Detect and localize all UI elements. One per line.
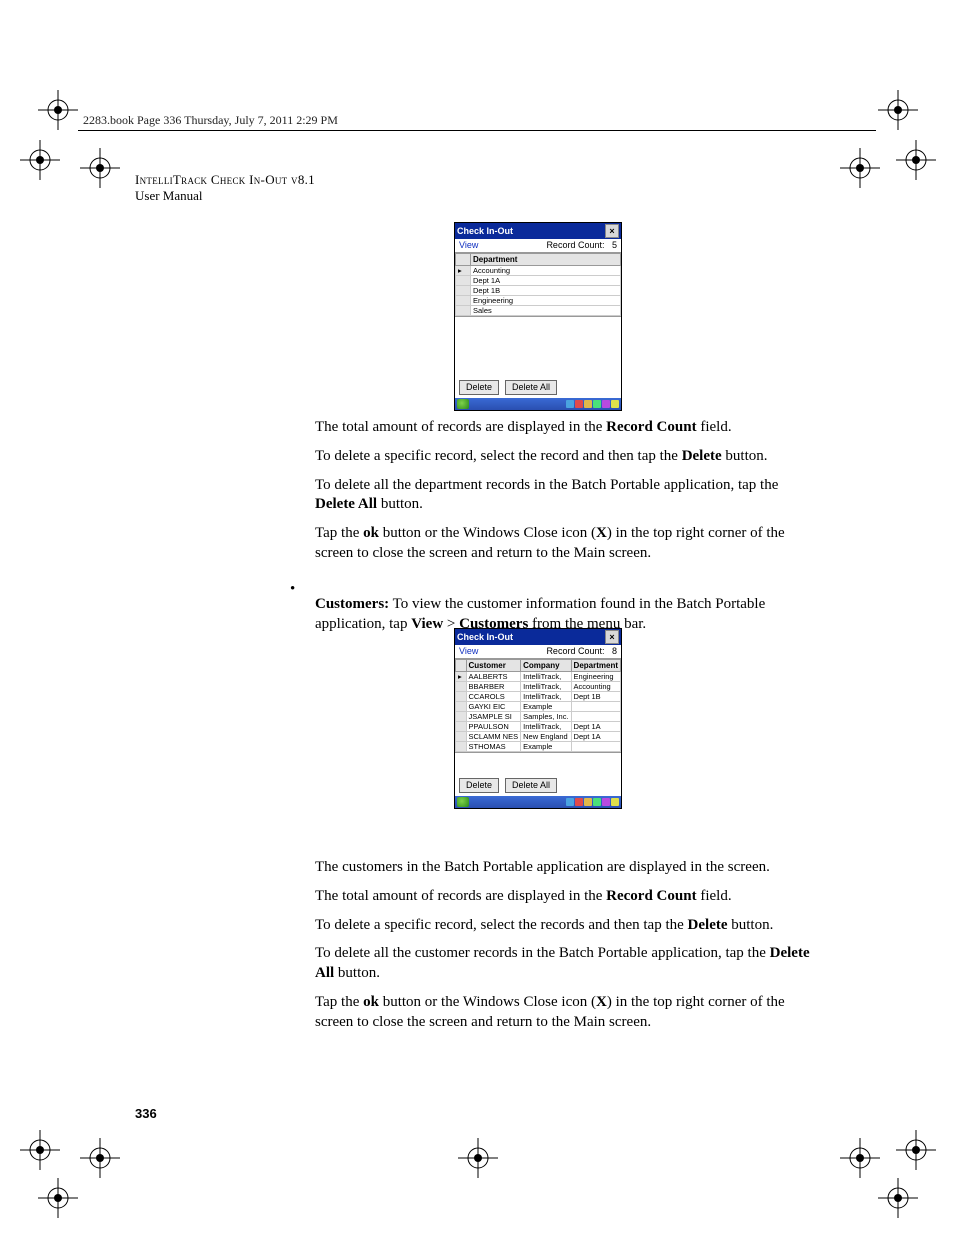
paragraph: To delete all the department records in … — [315, 476, 820, 516]
crop-mark-icon — [20, 140, 60, 180]
paragraph: The customers in the Batch Portable appl… — [315, 858, 820, 878]
table-row[interactable]: Sales — [456, 306, 621, 316]
record-count: Record Count: 8 — [546, 646, 617, 656]
taskbar — [455, 398, 621, 410]
crop-mark-icon — [20, 1130, 60, 1170]
paragraph: To delete a specific record, select the … — [315, 447, 820, 467]
crop-mark-icon — [38, 90, 78, 130]
window-title: Check In-Out — [457, 226, 513, 236]
table-row[interactable]: ▸AALBERTSIntelliTrack,Engineering — [456, 672, 621, 682]
table-row[interactable]: Dept 1B — [456, 286, 621, 296]
paragraph: The total amount of records are displaye… — [315, 418, 820, 438]
header-rule — [78, 130, 876, 131]
crop-mark-icon — [80, 148, 120, 188]
delete-all-button[interactable]: Delete All — [505, 778, 557, 793]
screenshot-customers: Check In-Out × View Record Count: 8 Cust… — [454, 628, 622, 809]
doc-title: IntelliTrack Check In-Out v8.1 User Manu… — [135, 172, 315, 205]
crop-mark-icon — [38, 1178, 78, 1218]
crop-mark-icon — [458, 1138, 498, 1178]
paragraph: To delete a specific record, select the … — [315, 916, 820, 936]
close-icon[interactable]: × — [605, 224, 619, 238]
close-icon[interactable]: × — [605, 630, 619, 644]
screenshot-departments: Check In-Out × View Record Count: 5 Depa… — [454, 222, 622, 411]
col-header: Company — [521, 660, 571, 672]
table-row[interactable]: SCLAMM NESNew EnglandDept 1A — [456, 732, 621, 742]
table-row[interactable]: Engineering — [456, 296, 621, 306]
col-header: Department — [471, 254, 621, 266]
crop-mark-icon — [840, 148, 880, 188]
paragraph: To delete all the customer records in th… — [315, 944, 820, 984]
data-grid: Department ▸AccountingDept 1ADept 1BEngi… — [455, 252, 621, 317]
menu-view[interactable]: View — [459, 240, 478, 250]
title-line2: User Manual — [135, 188, 203, 203]
system-tray — [566, 400, 619, 408]
table-row[interactable]: Dept 1A — [456, 276, 621, 286]
delete-button[interactable]: Delete — [459, 380, 499, 395]
table-row[interactable]: BBARBERIntelliTrack,Accounting — [456, 682, 621, 692]
delete-all-button[interactable]: Delete All — [505, 380, 557, 395]
taskbar — [455, 796, 621, 808]
record-count: Record Count: 5 — [546, 240, 617, 250]
table-row[interactable]: CCAROLSIntelliTrack,Dept 1B — [456, 692, 621, 702]
paragraph: Tap the ok button or the Windows Close i… — [315, 993, 820, 1033]
page-number: 336 — [135, 1106, 157, 1121]
crop-mark-icon — [896, 140, 936, 180]
window-title: Check In-Out — [457, 632, 513, 642]
crop-mark-icon — [878, 90, 918, 130]
table-row[interactable]: GAYKI EICExample — [456, 702, 621, 712]
start-icon[interactable] — [457, 797, 469, 807]
paragraph: The total amount of records are displaye… — [315, 887, 820, 907]
table-row[interactable]: JSAMPLE SISamples, Inc. — [456, 712, 621, 722]
table-row[interactable]: PPAULSONIntelliTrack,Dept 1A — [456, 722, 621, 732]
page-header: 2283.book Page 336 Thursday, July 7, 201… — [83, 113, 338, 128]
col-header: Department — [571, 660, 620, 672]
title-line1: IntelliTrack Check In-Out v8.1 — [135, 172, 315, 187]
table-row[interactable]: ▸Accounting — [456, 266, 621, 276]
crop-mark-icon — [80, 1138, 120, 1178]
start-icon[interactable] — [457, 399, 469, 409]
crop-mark-icon — [840, 1138, 880, 1178]
data-grid: Customer Company Department ▸AALBERTSInt… — [455, 658, 621, 753]
delete-button[interactable]: Delete — [459, 778, 499, 793]
bullet-icon: • — [290, 580, 295, 600]
paragraph: Tap the ok button or the Windows Close i… — [315, 524, 820, 564]
table-row[interactable]: STHOMASExample — [456, 742, 621, 752]
col-header: Customer — [466, 660, 521, 672]
crop-mark-icon — [896, 1130, 936, 1170]
menu-view[interactable]: View — [459, 646, 478, 656]
crop-mark-icon — [878, 1178, 918, 1218]
system-tray — [566, 798, 619, 806]
